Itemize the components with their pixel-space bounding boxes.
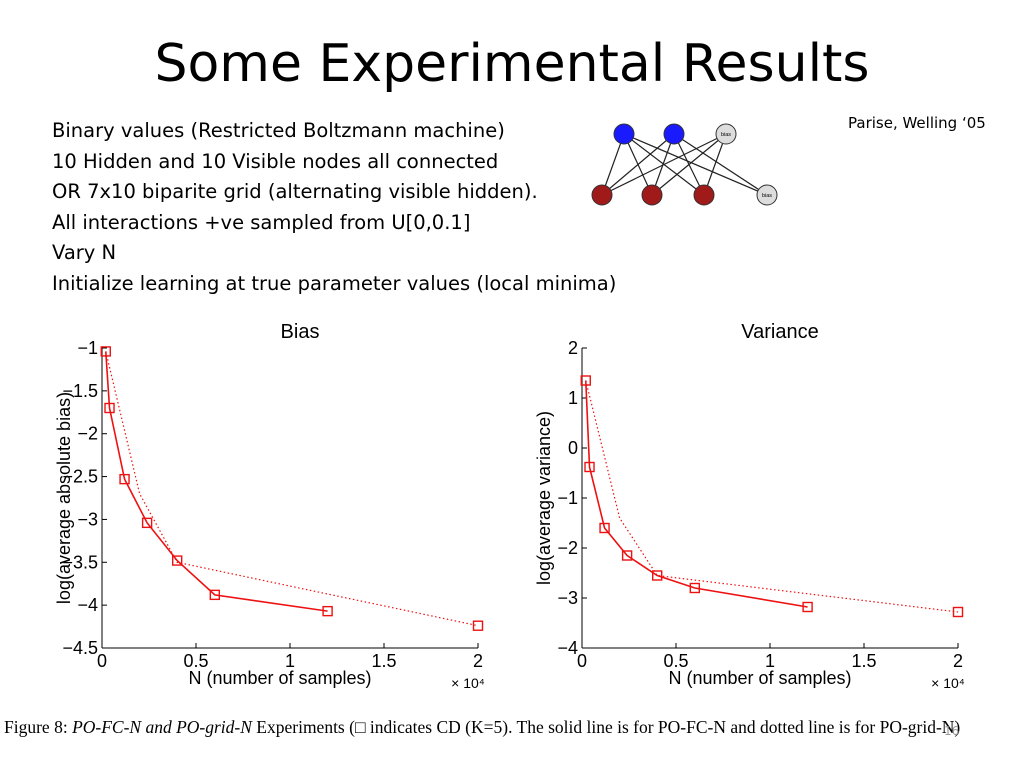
- network-edges: [601, 133, 768, 196]
- data-point-marker: [171, 555, 183, 566]
- caption-experiments: PO-FC-N and PO-grid-N: [72, 717, 252, 737]
- dotted-series-line: [105, 351, 479, 627]
- data-point-marker: [651, 570, 663, 581]
- x-tick-label: 0: [577, 651, 587, 671]
- bias-label: bias: [762, 193, 772, 199]
- x-tick-label: 2: [473, 651, 483, 671]
- y-tick-label: 1: [568, 388, 578, 408]
- x-tick-label: 1.5: [851, 651, 876, 671]
- y-tick-label: 2: [568, 338, 578, 358]
- x-tick-label: 1: [765, 651, 775, 671]
- y-tick-label: −2: [557, 538, 578, 558]
- visible-node: [591, 184, 613, 206]
- bullet-item: OR 7x10 biparite grid (alternating visib…: [52, 180, 538, 204]
- x-tick-label: 1: [285, 651, 295, 671]
- data-point-marker: [621, 550, 633, 561]
- x-tick-label: 0.5: [663, 651, 688, 671]
- y-tick-label: −1: [77, 338, 98, 358]
- y-tick-label: −3: [77, 509, 98, 529]
- data-point-marker: [104, 402, 115, 414]
- y-tick-label: −2: [77, 424, 98, 444]
- bullet-list: Binary values (Restricted Boltzmann mach…: [52, 116, 616, 300]
- y-tick-label: −4: [77, 595, 98, 615]
- figure-caption: Figure 8: PO-FC-N and PO-grid-N Experime…: [4, 716, 1020, 738]
- y-tick-label: −2.5: [62, 467, 98, 487]
- data-point-marker: [802, 601, 813, 613]
- data-point-marker: [584, 461, 595, 473]
- visible-node: [641, 184, 663, 206]
- y-tick-label: −4: [557, 638, 578, 658]
- data-point-marker: [580, 375, 591, 386]
- dotted-series-line: [585, 380, 959, 613]
- data-point-marker: [119, 473, 130, 485]
- y-tick-label: −3.5: [62, 552, 98, 572]
- bullet-item: All interactions +ve sampled from U[0,0.…: [52, 210, 471, 234]
- x-tick-label: 0: [97, 651, 107, 671]
- data-point-marker: [322, 605, 333, 617]
- data-point-marker: [100, 346, 111, 357]
- chart-title: Variance: [741, 321, 818, 343]
- caption-text: Experiments (□ indicates CD (K=5). The s…: [256, 717, 961, 737]
- x-tick-label: 0.5: [183, 651, 208, 671]
- data-point-marker: [599, 522, 610, 534]
- solid-series-line: [104, 351, 328, 612]
- data-point-marker: [141, 517, 153, 529]
- visible-node: [693, 184, 715, 206]
- x-multiplier: × 10⁴: [451, 675, 485, 690]
- data-point-marker: [689, 582, 701, 594]
- x-axis-label: N (number of samples): [188, 668, 371, 688]
- y-axis-label: log(average variance): [534, 411, 554, 585]
- page-number: 16: [944, 724, 960, 738]
- caption-figure-label: Figure 8:: [4, 717, 68, 737]
- x-tick-label: 1.5: [371, 651, 396, 671]
- y-tick-label: 0: [568, 438, 578, 458]
- y-tick-label: −1.5: [62, 381, 98, 401]
- solid-series-line: [584, 380, 808, 608]
- data-point-marker: [952, 606, 964, 618]
- bullet-item: Binary values (Restricted Boltzmann mach…: [52, 119, 505, 142]
- rbm-network-diagram: bias bias: [590, 118, 790, 210]
- y-axis-label: log(average absolute bias): [54, 392, 74, 604]
- x-axis-label: N (number of samples): [668, 668, 851, 688]
- y-tick-label: −1: [557, 488, 578, 508]
- slide-title: Some Experimental Results: [154, 34, 870, 94]
- bias-node: [715, 123, 737, 145]
- data-point-marker: [209, 589, 221, 601]
- x-tick-label: 2: [953, 651, 963, 671]
- y-tick-label: −4.5: [62, 638, 98, 658]
- y-tick-label: −3: [557, 588, 578, 608]
- hidden-node: [663, 123, 685, 145]
- bias-chart: Bias −1 −1.5 −2 −2.5 −3 −3.5 −4 −4.50 0.5 1 1.5 2 × 1…: [54, 321, 485, 690]
- bullet-item: Initialize learning at true parameter va…: [52, 271, 617, 295]
- bias-node: [756, 184, 778, 206]
- bullet-item: 10 Hidden and 10 Visible nodes all conne…: [52, 149, 499, 173]
- data-point-marker: [472, 620, 484, 631]
- bullet-item: Vary N: [52, 241, 117, 265]
- citation: Parise, Welling ‘05: [848, 114, 986, 132]
- bias-label: bias: [721, 132, 731, 138]
- chart-title: Bias: [281, 321, 320, 343]
- x-multiplier: × 10⁴: [931, 675, 965, 690]
- hidden-node: [613, 123, 635, 145]
